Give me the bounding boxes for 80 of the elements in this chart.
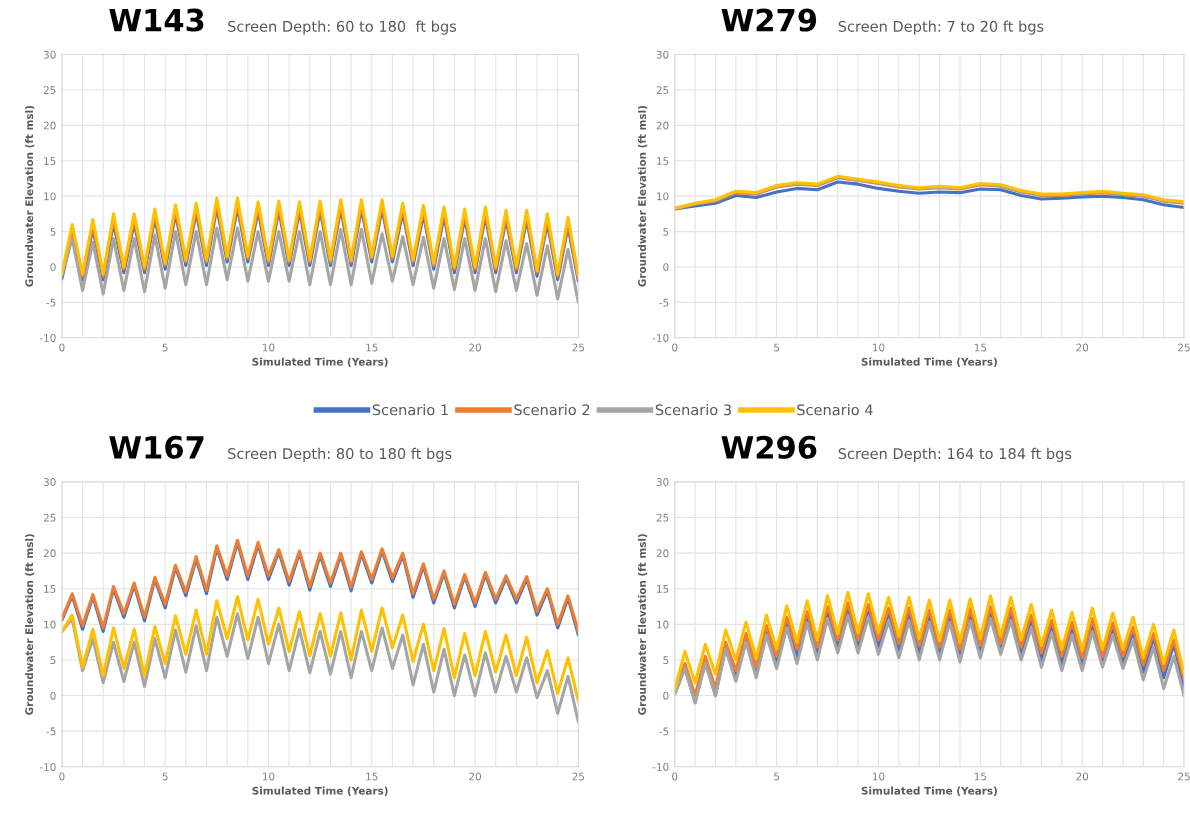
y-tick-label: 10: [44, 620, 56, 629]
y-tick-label: 0: [663, 691, 669, 700]
x-tick-label: 20: [1076, 343, 1089, 352]
y-tick-label: 0: [50, 263, 56, 272]
x-tick-label: 10: [872, 343, 885, 352]
x-tick-label: 20: [469, 343, 481, 352]
x-tick-label: 5: [774, 772, 779, 781]
x-tick-label: 25: [1178, 772, 1190, 781]
x-tick-label: 20: [1076, 772, 1089, 781]
y-tick-label: -10: [652, 763, 669, 771]
y-tick-label: 5: [50, 656, 56, 665]
chart-subtitle: Screen Depth: 80 to 180 ft bgs: [228, 447, 452, 462]
y-tick-label: 5: [663, 227, 669, 236]
legend-label: Scenario 2: [514, 404, 590, 416]
x-tick-label: 20: [469, 772, 481, 781]
chart-title: W296: [721, 435, 817, 459]
x-axis-title: Simulated Time (Years): [252, 786, 388, 796]
y-tick-label: 20: [43, 549, 56, 558]
x-tick-label: 10: [262, 772, 275, 781]
y-tick-label: 30: [656, 478, 669, 486]
x-tick-label: 10: [262, 343, 275, 352]
x-tick-label: 5: [162, 772, 168, 781]
x-tick-label: 5: [162, 343, 168, 352]
y-tick-label: 10: [657, 192, 669, 201]
chart-title: W279: [721, 8, 817, 32]
x-axis-title: Simulated Time (Years): [861, 786, 997, 796]
chart-title: W143: [109, 8, 204, 32]
y-tick-label: 20: [656, 549, 669, 558]
y-tick-label: -5: [46, 298, 56, 307]
y-axis-title: Groundwater Elevation (ft msl): [637, 534, 648, 715]
y-tick-label: 15: [44, 157, 56, 165]
x-tick-label: 15: [974, 343, 987, 352]
x-axis-title: Simulated Time (Years): [252, 357, 388, 367]
y-tick-label: 15: [44, 585, 56, 593]
y-tick-label: -5: [46, 727, 56, 736]
chart-subtitle: Screen Depth: 164 to 184 ft bgs: [838, 447, 1072, 462]
y-tick-label: 25: [43, 86, 56, 95]
y-tick-label: 10: [657, 620, 669, 629]
x-tick-label: 15: [974, 772, 987, 781]
legend-label: Scenario 3: [655, 404, 731, 416]
y-tick-label: 20: [43, 121, 56, 130]
y-tick-label: 15: [657, 585, 669, 593]
chart-subtitle: Screen Depth: 60 to 180 ft bgs: [228, 20, 457, 35]
y-tick-label: 15: [657, 157, 669, 165]
y-tick-label: 25: [43, 513, 56, 522]
x-tick-label: 10: [872, 772, 885, 781]
x-tick-label: 0: [59, 772, 65, 781]
y-tick-label: -5: [659, 727, 669, 736]
y-tick-label: 30: [43, 478, 56, 486]
x-tick-label: 15: [366, 772, 378, 781]
y-axis-title: Groundwater Elevation (ft msl): [25, 105, 35, 287]
chart-subtitle: Screen Depth: 7 to 20 ft bgs: [838, 20, 1044, 35]
x-tick-label: 25: [572, 343, 585, 352]
y-tick-label: 0: [50, 691, 56, 700]
y-tick-label: 5: [50, 227, 56, 236]
x-tick-label: 0: [59, 343, 65, 352]
chart-title: W167: [109, 435, 204, 459]
x-tick-label: 15: [366, 343, 378, 352]
y-tick-label: 20: [656, 121, 669, 130]
y-tick-label: -5: [659, 298, 669, 307]
y-tick-label: -10: [652, 334, 669, 342]
x-tick-label: 0: [672, 343, 678, 352]
y-tick-label: -10: [39, 763, 56, 771]
x-tick-label: 25: [572, 772, 585, 781]
x-tick-label: 0: [672, 772, 678, 781]
x-axis-title: Simulated Time (Years): [861, 357, 997, 367]
y-tick-label: 0: [663, 263, 669, 272]
y-axis-title: Groundwater Elevation (ft msl): [25, 534, 35, 715]
y-tick-label: 5: [663, 656, 669, 665]
y-tick-label: 25: [656, 513, 669, 522]
y-tick-label: 10: [44, 192, 56, 201]
x-tick-label: 5: [774, 343, 779, 352]
legend-label: Scenario 4: [797, 404, 873, 416]
y-tick-label: 30: [656, 50, 669, 59]
y-tick-label: -10: [39, 334, 56, 342]
legend-label: Scenario 1: [372, 404, 448, 416]
y-axis-title: Groundwater Elevation (ft msl): [637, 105, 648, 287]
x-tick-label: 25: [1178, 343, 1190, 352]
y-tick-label: 30: [43, 50, 56, 59]
y-tick-label: 25: [656, 86, 669, 95]
